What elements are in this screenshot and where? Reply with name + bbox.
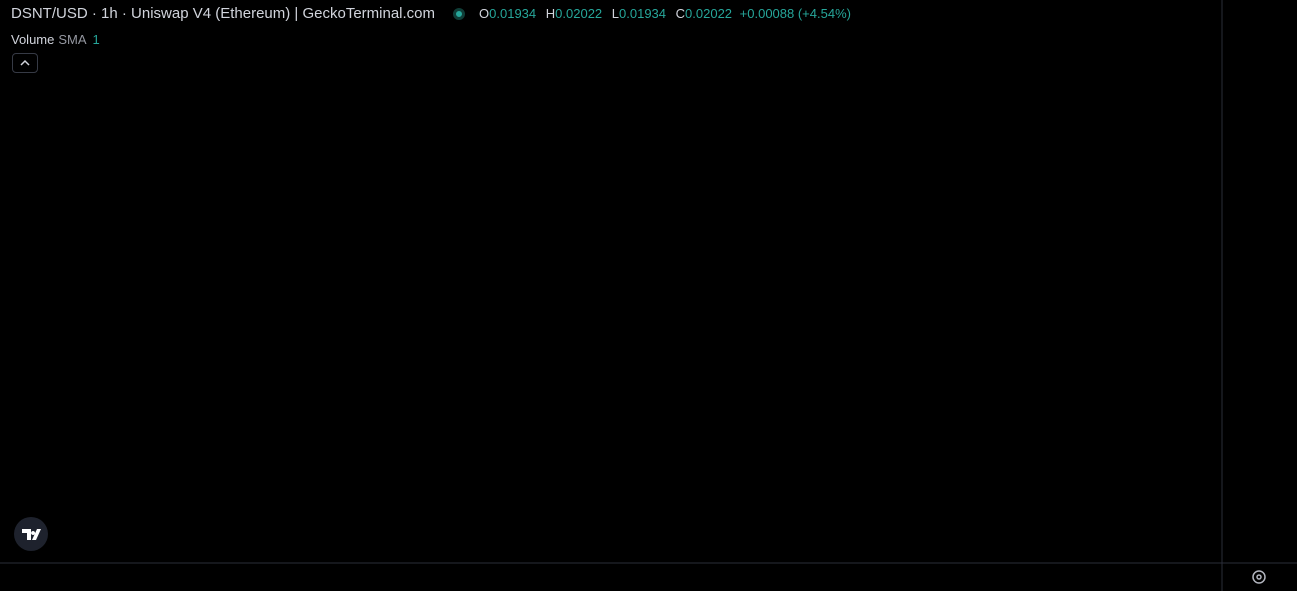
change: +0.00088 (+4.54%) <box>739 6 851 21</box>
open-value: 0.01934 <box>489 6 537 21</box>
tv-logo[interactable] <box>14 517 48 551</box>
high-key: H <box>545 6 556 21</box>
sma-label: SMA <box>58 32 87 47</box>
ohlc: O0.01934 H0.02022 L0.01934 C0.02022 +0.0… <box>479 6 851 21</box>
close-value: 0.02022 <box>685 6 733 21</box>
low-key: L <box>611 6 620 21</box>
logo-mark <box>22 529 41 540</box>
settings-icon-core <box>1256 574 1262 580</box>
chevron <box>20 59 30 66</box>
logo-shape <box>22 529 41 540</box>
high-value: 0.02022 <box>555 6 603 21</box>
low-value: 0.01934 <box>619 6 667 21</box>
status-dot <box>453 7 466 20</box>
chevron-line <box>20 59 30 66</box>
settings-icon[interactable] <box>1252 570 1266 584</box>
close-key: C <box>675 6 686 21</box>
volume-label: Volume <box>11 32 55 47</box>
volume-legend: Volume SMA 1 <box>11 32 100 47</box>
collapse-button[interactable] <box>12 53 38 73</box>
sma-length: 1 <box>92 32 100 47</box>
open-key: O <box>479 6 490 21</box>
header: DSNT/USD · 1h · Uniswap V4 (Ethereum) | … <box>11 5 851 22</box>
symbol-title: DSNT/USD · 1h · Uniswap V4 (Ethereum) | … <box>11 5 436 22</box>
